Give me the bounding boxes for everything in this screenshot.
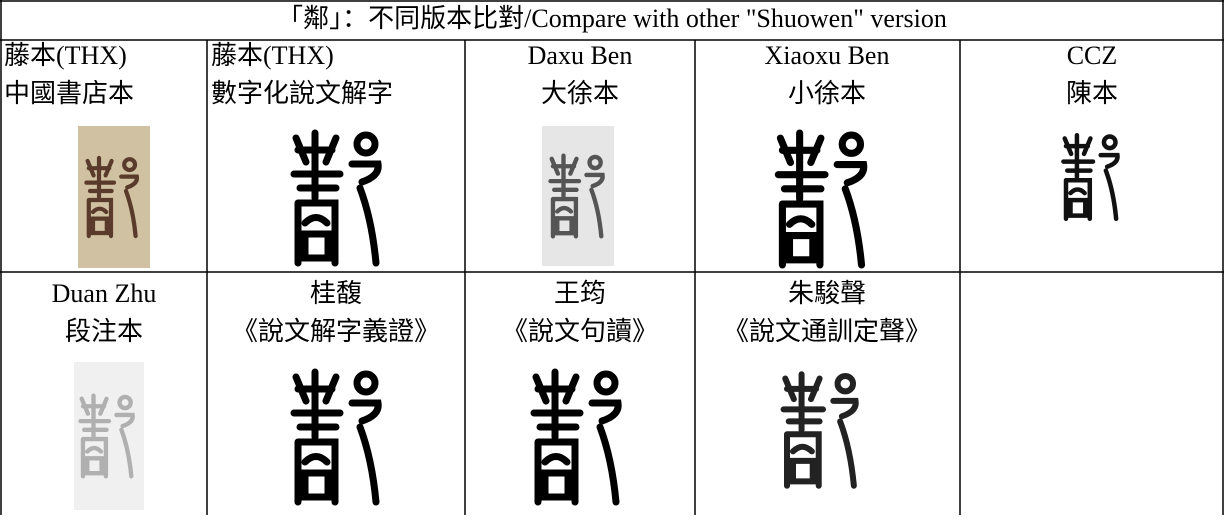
header-cell: 數字化說文解字 <box>211 79 393 108</box>
header-cell: 朱駿聲 <box>788 279 866 308</box>
glyph-image <box>784 374 856 485</box>
header-cell: 《說文句讀》 <box>502 317 658 346</box>
image-background <box>78 126 150 268</box>
header-cell: 中國書店本 <box>4 79 134 108</box>
image-background <box>74 362 144 510</box>
glyph-image <box>534 372 618 502</box>
glyph-image <box>1063 135 1117 219</box>
header-cell: 小徐本 <box>788 79 866 108</box>
table-title: 「鄰」：不同版本比對/Compare with other "Shuowen" … <box>277 4 947 33</box>
header-cell: CCZ <box>1067 41 1118 70</box>
header-cell: Daxu Ben <box>528 41 633 70</box>
header-cell: 段注本 <box>65 317 143 346</box>
image-background <box>542 126 614 266</box>
glyph-image <box>778 133 863 265</box>
glyph-image <box>294 133 378 263</box>
header-cell: 藤本(THX) <box>4 41 127 70</box>
header-cell: 陳本 <box>1066 79 1118 108</box>
header-cell: 大徐本 <box>541 79 619 108</box>
glyph-image <box>294 372 378 502</box>
header-cell: 藤本(THX) <box>211 41 334 70</box>
header-cell: Xiaoxu Ben <box>765 41 890 70</box>
header-cell: 桂馥 <box>310 279 362 308</box>
header-cell: 《說文解字義證》 <box>232 317 440 346</box>
header-cell: 王筠 <box>554 279 606 308</box>
header-cell: Duan Zhu <box>52 279 157 308</box>
header-cell: 《說文通訓定聲》 <box>723 317 931 346</box>
